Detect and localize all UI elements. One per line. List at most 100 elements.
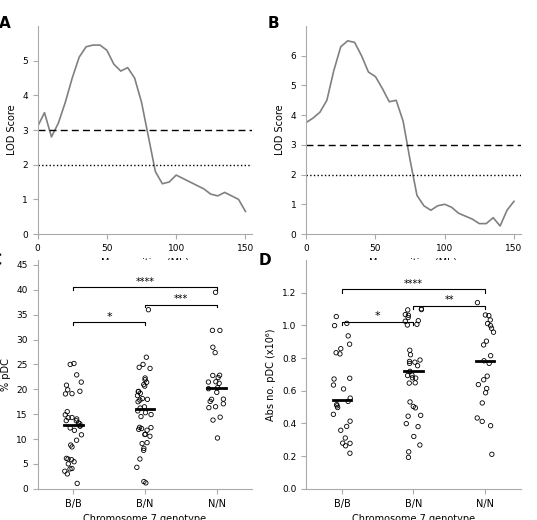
Point	[141, 430, 149, 438]
Point	[70, 458, 78, 466]
Y-axis label: % pDC: % pDC	[1, 358, 11, 391]
Point	[72, 436, 81, 445]
Point	[405, 367, 414, 375]
Point	[216, 326, 224, 334]
Point	[68, 443, 76, 451]
Point	[134, 407, 142, 415]
Point	[416, 411, 425, 420]
Point	[136, 389, 144, 397]
Y-axis label: Abs no. pDC (x10⁶): Abs no. pDC (x10⁶)	[266, 328, 277, 421]
Point	[411, 358, 419, 367]
Point	[473, 414, 482, 422]
Point	[62, 454, 71, 462]
Point	[64, 460, 72, 468]
Point	[344, 332, 352, 340]
Point	[215, 371, 224, 380]
Point	[66, 465, 74, 473]
Point	[403, 371, 412, 380]
Point	[77, 431, 86, 439]
Point	[405, 398, 414, 406]
Point	[136, 455, 144, 463]
Point	[487, 352, 495, 360]
Point	[411, 379, 419, 387]
Point	[489, 328, 498, 336]
Text: ****: ****	[135, 277, 155, 287]
Point	[332, 400, 341, 409]
Point	[137, 424, 146, 433]
X-axis label: Map position (Mb): Map position (Mb)	[101, 258, 189, 268]
Point	[68, 413, 76, 422]
Point	[64, 455, 72, 463]
Point	[404, 314, 412, 322]
Text: ***: ***	[173, 294, 188, 304]
Point	[346, 449, 354, 458]
Point	[136, 404, 144, 412]
Point	[76, 387, 84, 395]
Point	[345, 374, 354, 382]
Point	[61, 390, 70, 398]
Point	[329, 410, 338, 419]
Point	[482, 337, 491, 345]
Point	[140, 477, 148, 486]
Point	[412, 320, 421, 329]
Point	[345, 340, 354, 348]
Point	[482, 384, 491, 393]
Point	[478, 417, 487, 425]
Point	[337, 426, 345, 434]
Point	[143, 438, 151, 447]
Point	[66, 360, 75, 369]
Point	[140, 444, 148, 452]
Point	[147, 410, 155, 419]
Point	[213, 388, 221, 397]
Point	[484, 311, 493, 320]
Point	[487, 321, 495, 330]
Point	[416, 441, 424, 449]
Point	[134, 387, 143, 396]
Point	[207, 395, 216, 404]
Point	[134, 387, 142, 396]
Point	[478, 399, 487, 407]
Point	[404, 448, 413, 456]
Point	[211, 402, 220, 411]
Point	[133, 392, 142, 400]
Point	[488, 450, 496, 459]
Point	[346, 394, 354, 402]
Point	[139, 446, 148, 454]
Point	[405, 379, 413, 387]
Point	[411, 374, 420, 382]
Point	[341, 434, 350, 442]
Y-axis label: LOD Score: LOD Score	[6, 105, 17, 155]
Point	[67, 456, 76, 464]
Point	[135, 363, 143, 371]
Point	[142, 479, 150, 487]
Point	[146, 432, 154, 440]
Y-axis label: LOD Score: LOD Score	[275, 105, 285, 155]
Point	[346, 417, 354, 425]
Point	[208, 343, 217, 352]
Point	[330, 375, 338, 383]
Point	[474, 381, 483, 389]
Point	[411, 404, 420, 412]
Point	[408, 371, 416, 379]
Point	[72, 371, 81, 379]
Point	[414, 317, 423, 325]
Point	[215, 379, 223, 387]
X-axis label: Chromosome 7 genotype
(rs3670807): Chromosome 7 genotype (rs3670807)	[83, 514, 207, 520]
Point	[405, 346, 414, 355]
Point	[66, 424, 75, 432]
Point	[140, 402, 149, 411]
Point	[219, 400, 228, 408]
Point	[483, 372, 491, 380]
Point	[417, 305, 426, 313]
Point	[68, 464, 76, 473]
Point	[487, 422, 495, 430]
Point	[142, 378, 151, 386]
Point	[137, 412, 146, 421]
Point	[410, 432, 418, 440]
Point	[73, 479, 82, 488]
Point	[485, 359, 494, 368]
Text: *: *	[375, 311, 381, 321]
Point	[329, 381, 338, 389]
Point	[62, 381, 71, 389]
Point	[344, 397, 352, 406]
